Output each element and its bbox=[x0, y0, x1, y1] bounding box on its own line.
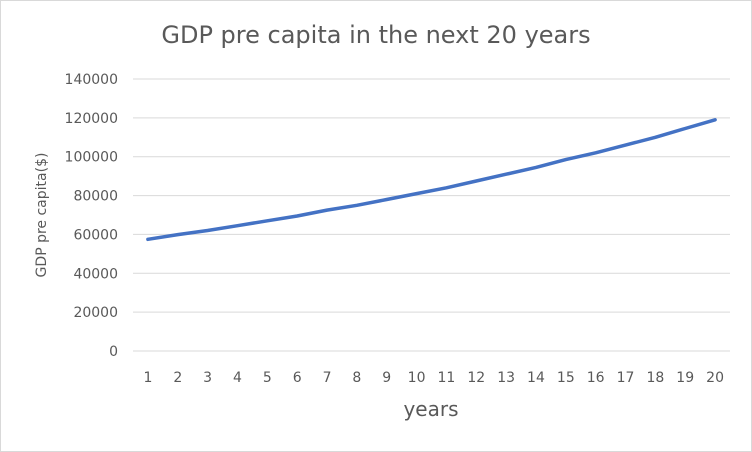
y-tick-label: 20000 bbox=[73, 305, 118, 321]
x-tick-label: 2 bbox=[173, 370, 182, 386]
chart-title: GDP pre capita in the next 20 years bbox=[161, 21, 591, 49]
x-tick-label: 1 bbox=[143, 370, 152, 386]
x-tick-label: 20 bbox=[706, 370, 724, 386]
y-tick-label: 40000 bbox=[73, 266, 118, 282]
x-tick-label: 12 bbox=[467, 370, 485, 386]
x-tick-label: 13 bbox=[497, 370, 515, 386]
x-tick-label: 15 bbox=[557, 370, 575, 386]
x-tick-label: 17 bbox=[617, 370, 635, 386]
y-tick-label: 100000 bbox=[65, 150, 118, 166]
y-axis-title: GDP pre capita($) bbox=[34, 152, 50, 278]
y-tick-label: 80000 bbox=[73, 189, 118, 205]
y-tick-label: 120000 bbox=[65, 111, 118, 127]
x-tick-label: 10 bbox=[408, 370, 426, 386]
x-tick-label: 9 bbox=[382, 370, 391, 386]
y-tick-label: 140000 bbox=[65, 72, 118, 88]
x-tick-label: 16 bbox=[587, 370, 605, 386]
x-tick-label: 8 bbox=[352, 370, 361, 386]
y-tick-label: 60000 bbox=[73, 227, 118, 243]
series-line bbox=[146, 118, 717, 242]
x-tick-label: 6 bbox=[293, 370, 302, 386]
x-tick-label: 7 bbox=[323, 370, 332, 386]
x-tick-label: 4 bbox=[233, 370, 242, 386]
x-tick-label: 3 bbox=[203, 370, 212, 386]
x-tick-label: 5 bbox=[263, 370, 272, 386]
x-tick-label: 14 bbox=[527, 370, 545, 386]
y-tick-label: 0 bbox=[109, 344, 118, 360]
x-tick-label: 18 bbox=[646, 370, 664, 386]
x-tick-label: 11 bbox=[438, 370, 456, 386]
x-tick-label: 19 bbox=[676, 370, 694, 386]
x-axis-title: years bbox=[403, 397, 459, 421]
